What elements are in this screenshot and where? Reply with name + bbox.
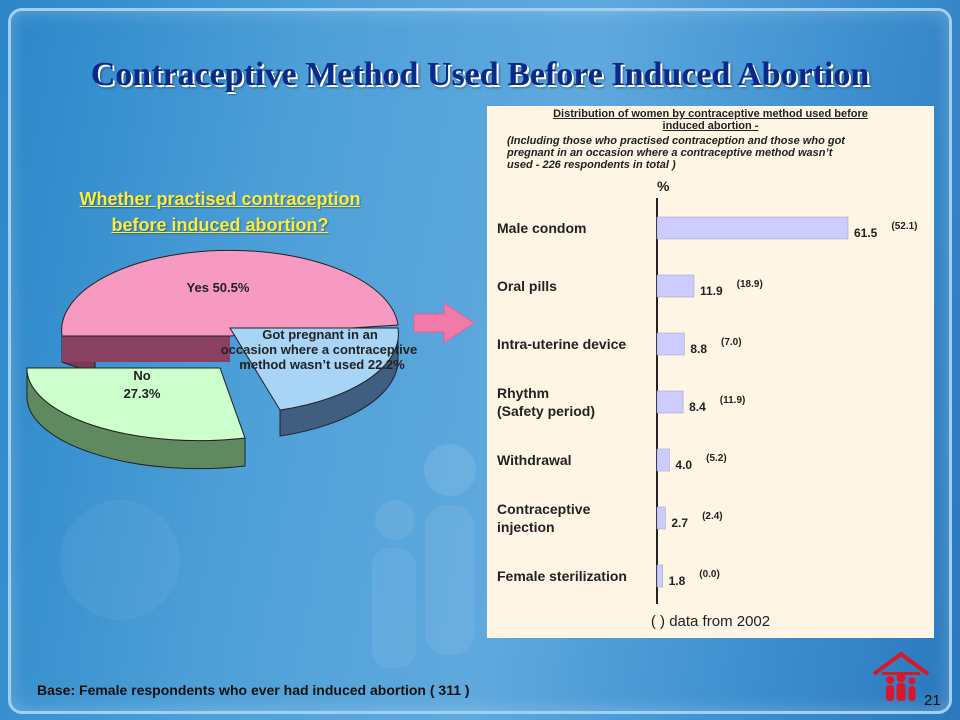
- panel-title-suffix: -: [751, 120, 759, 132]
- bar-1: [656, 274, 695, 298]
- pie-label-no-line1: No: [133, 368, 150, 383]
- pie-question-line2: before induced abortion?: [111, 215, 329, 235]
- base-note: Base: Female respondents who ever had in…: [37, 682, 470, 698]
- bar-4: [656, 448, 670, 472]
- pie-question: Whether practised contraception before i…: [40, 186, 400, 238]
- panel-note-line2: pregnant in an occasion where a contrace…: [507, 147, 833, 159]
- category-label-3-line2: (Safety period): [497, 403, 595, 419]
- category-label-1: Oral pills: [497, 278, 557, 294]
- bar-0: [656, 216, 849, 240]
- pie-slice-yes: [61, 249, 399, 337]
- pie-chart: Yes 50.5% Got pregnant in an occasion wh…: [26, 249, 418, 470]
- value-label-2: 8.8: [690, 342, 707, 356]
- family-house-logo-icon: [872, 651, 930, 701]
- bar-chart-panel: Distribution of women by contraceptive m…: [487, 106, 934, 638]
- bar-6: [656, 564, 663, 588]
- value-label-5: 2.7: [671, 516, 688, 530]
- bar-chart: Male condom 61.5 (52.1) Oral pills 11.9 (18.9…: [497, 198, 917, 604]
- pie-slice-no: [26, 367, 246, 442]
- category-label-3-line1: Rhythm: [497, 385, 549, 401]
- value-label-0: 61.5: [854, 226, 878, 240]
- panel-note-line3: used - 226 respondents in total ): [507, 159, 676, 171]
- pie-question-line1: Whether practised contraception: [79, 189, 361, 209]
- axis-unit-label: %: [657, 178, 670, 194]
- category-label-0: Male condom: [497, 220, 586, 236]
- bar-2: [656, 332, 685, 356]
- panel-title-line2: induced abortion -: [487, 120, 934, 132]
- panel-title-line2-text: induced abortion: [662, 120, 752, 132]
- value-2002-label-3: (11.9): [720, 395, 746, 406]
- category-label-6: Female sterilization: [497, 568, 627, 584]
- pie-label-yes: Yes 50.5%: [187, 280, 250, 295]
- category-label-4: Withdrawal: [497, 452, 572, 468]
- panel-title-line1: Distribution of women by contraceptive m…: [553, 108, 868, 120]
- slide-title: Contraceptive Method Used Before Induced…: [90, 56, 870, 93]
- pie-label-no-line2: 27.3%: [124, 386, 161, 401]
- pie-label-got-pregnant-line2: occasion where a contraceptive: [221, 342, 418, 357]
- value-label-6: 1.8: [669, 574, 686, 588]
- bar-5: [656, 506, 666, 530]
- value-2002-label-4: (5.2): [706, 453, 727, 464]
- category-label-5-line1: Contraceptive: [497, 501, 591, 517]
- value-2002-label-0: (52.1): [891, 221, 917, 232]
- pie-label-got-pregnant-line3: method wasn’t used 22.2%: [239, 357, 405, 372]
- category-label-5-line2: injection: [497, 519, 555, 535]
- pie-label-got-pregnant-line1: Got pregnant in an: [262, 327, 378, 342]
- panel-title: Distribution of women by contraceptive m…: [487, 108, 934, 132]
- panel-note-line1: (Including those who practised contracep…: [507, 135, 845, 147]
- right-arrow-icon: [413, 302, 475, 344]
- pie-yes-side-front: [62, 336, 230, 362]
- value-2002-label-1: (18.9): [737, 279, 763, 290]
- value-label-1: 11.9: [700, 284, 723, 298]
- bar-3: [656, 390, 684, 414]
- slide-frame: [8, 8, 952, 714]
- value-2002-label-6: (0.0): [699, 569, 720, 580]
- value-2002-label-2: (7.0): [721, 337, 742, 348]
- page-number: 21: [924, 692, 941, 709]
- category-label-2: Intra-uterine device: [497, 336, 626, 352]
- pie-slice-got-pregnant: [229, 327, 399, 411]
- value-label-3: 8.4: [689, 400, 706, 414]
- value-label-4: 4.0: [675, 458, 692, 472]
- panel-note: (Including those who practised contracep…: [507, 135, 917, 171]
- legend-note: ( ) data from 2002: [650, 613, 771, 630]
- value-2002-label-5: (2.4): [702, 511, 723, 522]
